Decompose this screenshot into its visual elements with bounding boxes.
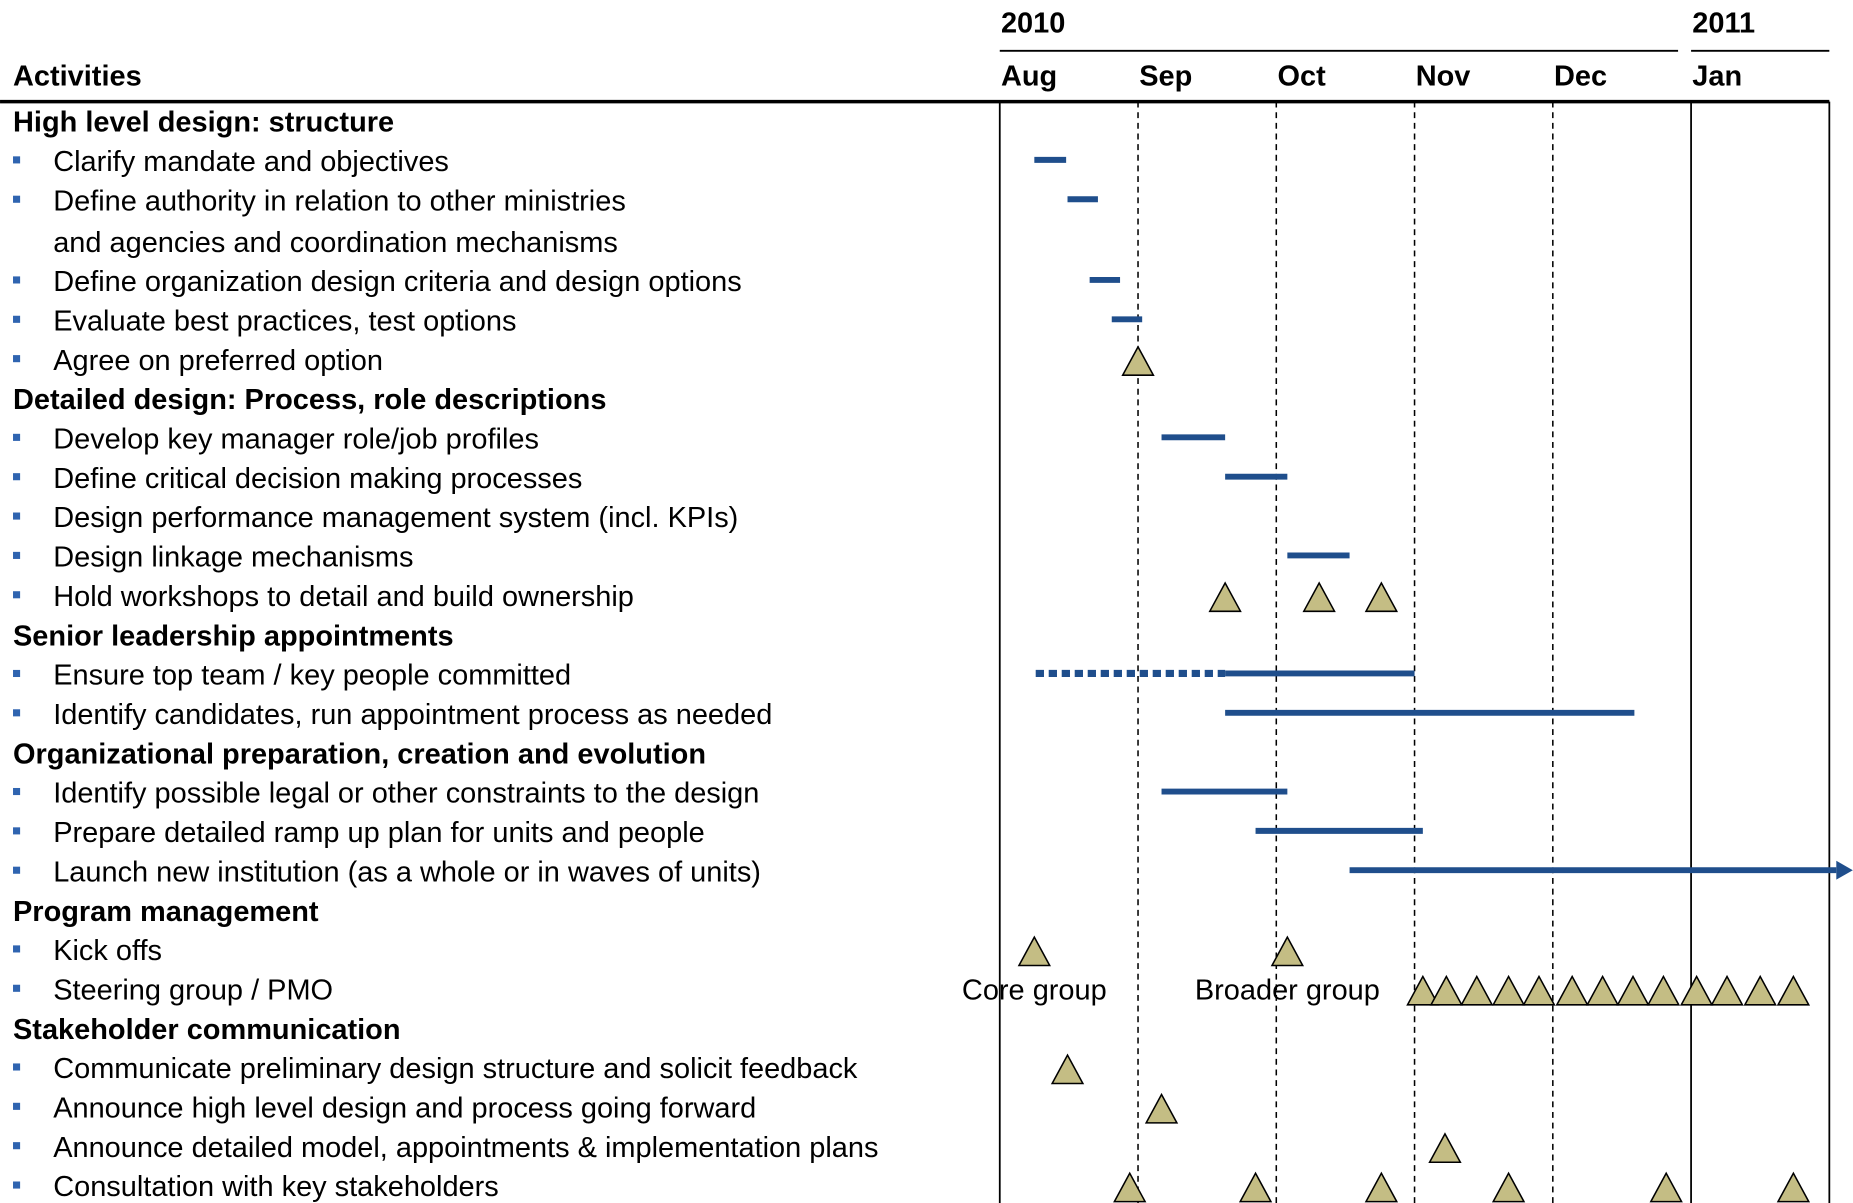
milestone <box>1649 1171 1683 1203</box>
group-title: Organizational preparation, creation and… <box>13 738 706 770</box>
month-label: Jan <box>1692 61 1742 93</box>
bullet <box>13 473 21 481</box>
bullet <box>13 1142 21 1150</box>
milestone-note: Core group <box>962 974 1107 1006</box>
activity-label: Design linkage mechanisms <box>53 542 413 574</box>
activity-label: Identify possible legal or other constra… <box>53 778 759 810</box>
milestone <box>1429 974 1464 1006</box>
milestone <box>1616 974 1650 1006</box>
year-label: 2010 <box>1001 7 1065 39</box>
bullet <box>13 355 21 363</box>
bar-arrowhead <box>1836 860 1853 880</box>
activity-label: Develop key manager role/job profiles <box>53 424 539 456</box>
activity-label: Kick offs <box>53 935 162 967</box>
activity-label: Design performance management system (in… <box>53 502 738 534</box>
group-title: Stakeholder communication <box>13 1014 401 1046</box>
month-label: Oct <box>1277 61 1326 93</box>
group-title: Detailed design: Process, role descripti… <box>13 384 606 416</box>
activity-label: Launch new institution (as a whole or in… <box>53 856 761 888</box>
group-title: High level design: structure <box>13 107 394 139</box>
bullet <box>13 984 21 992</box>
milestone <box>1270 935 1305 967</box>
milestone <box>1050 1053 1085 1085</box>
milestone-note: Broader group <box>1195 974 1380 1006</box>
milestone <box>1144 1092 1179 1124</box>
activity-label: Announce high level design and process g… <box>53 1093 756 1125</box>
milestone <box>1710 974 1744 1006</box>
bullet <box>13 315 21 323</box>
bullet <box>13 669 21 678</box>
month-label: Aug <box>1001 61 1057 93</box>
milestone <box>1491 974 1526 1006</box>
bullet <box>13 1181 21 1189</box>
milestone <box>1208 581 1242 613</box>
milestone <box>1776 1171 1811 1203</box>
bullet <box>13 433 21 441</box>
milestone <box>1679 974 1714 1006</box>
group-title: Senior leadership appointments <box>13 620 454 652</box>
bullet <box>13 195 21 203</box>
month-label: Nov <box>1416 61 1471 93</box>
activity-label: Announce detailed model, appointments & … <box>53 1132 878 1164</box>
milestone <box>1743 974 1777 1006</box>
milestone <box>1406 974 1440 1006</box>
milestone <box>1121 345 1155 376</box>
activity-label: Define organization design criteria and … <box>53 266 742 298</box>
column-title: Activities <box>13 61 142 93</box>
bullet <box>13 709 21 717</box>
month-label: Sep <box>1139 61 1192 93</box>
activity-label: Communicate preliminary design structure… <box>53 1053 858 1085</box>
milestone <box>1555 974 1589 1006</box>
milestone <box>1776 974 1811 1006</box>
activity-label: and agencies and coordination mechanisms <box>53 227 618 259</box>
activity-label: Steering group / PMO <box>53 974 333 1006</box>
bullet <box>13 156 21 164</box>
year-label: 2011 <box>1692 7 1755 39</box>
milestone <box>1302 581 1336 613</box>
milestone <box>1646 974 1681 1006</box>
group-title: Program management <box>13 896 319 928</box>
milestone <box>1238 1171 1273 1203</box>
milestone <box>1491 1171 1526 1203</box>
milestone <box>1428 1132 1462 1163</box>
bullet <box>13 866 21 874</box>
milestone <box>1017 935 1051 967</box>
milestone <box>1364 581 1399 613</box>
milestone <box>1585 974 1620 1006</box>
activity-label: Consultation with key stakeholders <box>53 1171 499 1203</box>
bullet <box>13 1102 21 1110</box>
month-label: Dec <box>1554 61 1607 93</box>
bullet <box>13 551 21 559</box>
milestone <box>1364 1171 1399 1203</box>
activity-label: Hold workshops to detail and build owner… <box>53 581 634 613</box>
bullet <box>13 945 21 953</box>
activity-label: Identify candidates, run appointment pro… <box>53 699 772 731</box>
bullet <box>13 512 21 520</box>
activity-label: Define authority in relation to other mi… <box>53 185 626 217</box>
bullet <box>13 591 21 599</box>
bullet <box>13 276 21 284</box>
activity-label: Evaluate best practices, test options <box>53 305 516 337</box>
activity-label: Clarify mandate and objectives <box>53 146 449 178</box>
activity-label: Define critical decision making processe… <box>53 463 582 495</box>
activity-label: Ensure top team / key people committed <box>53 660 571 692</box>
bullet <box>13 1063 21 1071</box>
bullet <box>13 827 21 835</box>
activity-label: Prepare detailed ramp up plan for units … <box>53 817 705 849</box>
milestone <box>1460 974 1494 1006</box>
bullet <box>13 787 21 796</box>
activity-label: Agree on preferred option <box>53 345 383 377</box>
milestone <box>1113 1171 1147 1203</box>
milestone <box>1522 974 1556 1006</box>
